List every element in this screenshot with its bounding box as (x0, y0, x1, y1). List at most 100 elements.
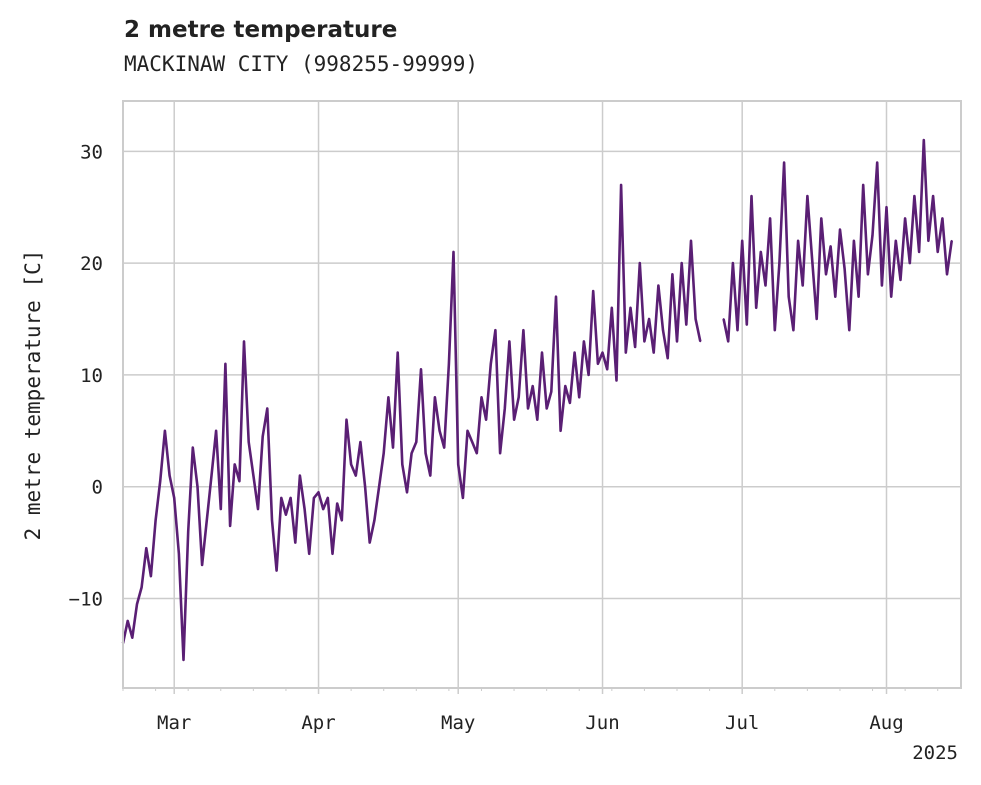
data-point (424, 452, 427, 455)
data-point (410, 452, 413, 455)
data-point (229, 525, 232, 527)
data-point (331, 552, 334, 555)
data-point (881, 284, 883, 287)
data-point (797, 239, 799, 242)
y-tick-label: 10 (80, 365, 103, 387)
data-point (140, 586, 143, 589)
data-point (275, 569, 278, 572)
data-point (303, 508, 306, 510)
data-point (671, 273, 674, 276)
data-point (666, 357, 669, 360)
data-point (136, 603, 138, 605)
data-point (466, 429, 469, 432)
grid (123, 101, 961, 688)
data-point (727, 340, 730, 343)
data-point (950, 239, 953, 242)
data-point (648, 318, 650, 320)
data-point (601, 351, 604, 354)
data-point (326, 497, 329, 499)
data-point (587, 374, 590, 376)
data-point (503, 407, 506, 410)
data-point (313, 497, 315, 499)
data-point (555, 295, 557, 298)
data-point (224, 362, 227, 365)
data-point (755, 306, 758, 309)
data-point (131, 636, 134, 639)
data-point (685, 323, 688, 326)
data-point (769, 217, 771, 220)
data-point (936, 251, 939, 253)
data-point (196, 485, 199, 488)
data-point (867, 273, 869, 276)
x-axis: Mar Apr May Jun Jul Aug (122, 688, 939, 734)
data-point (750, 195, 753, 197)
data-point (736, 329, 739, 332)
data-point (662, 329, 664, 332)
data-point (890, 295, 893, 298)
data-point (191, 446, 194, 449)
y-axis: −10 0 10 20 30 (69, 141, 103, 610)
data-point (499, 452, 501, 455)
data-point (201, 564, 204, 566)
data-point (545, 407, 548, 410)
data-point (899, 279, 902, 281)
data-point (610, 306, 613, 309)
data-point (205, 519, 208, 522)
data-point (448, 362, 450, 365)
data-point (173, 497, 176, 499)
data-point (187, 530, 190, 533)
data-point (732, 262, 734, 264)
data-point (573, 351, 576, 354)
data-point (853, 239, 855, 242)
data-point (126, 620, 129, 622)
data-point (150, 575, 152, 578)
data-point (522, 329, 525, 332)
data-point (862, 184, 865, 186)
data-point (373, 519, 376, 522)
data-point (168, 474, 171, 477)
data-point (443, 446, 446, 449)
y-tick-label: −10 (69, 589, 103, 611)
data-point (578, 396, 581, 399)
data-point (261, 435, 264, 438)
data-point (825, 273, 827, 276)
data-point (541, 351, 543, 354)
data-point (829, 245, 832, 248)
data-point (531, 385, 534, 387)
data-point (233, 463, 236, 466)
data-point (801, 284, 804, 287)
x-axis-year-label: 2025 (912, 742, 958, 764)
data-point (345, 418, 348, 421)
data-point (564, 385, 567, 387)
x-tick-label: May (441, 712, 475, 734)
data-point (289, 497, 292, 499)
chart-subtitle: MACKINAW CITY (998255-99999) (124, 52, 479, 76)
data-point (359, 441, 362, 443)
data-point (820, 217, 823, 220)
data-point (364, 485, 366, 488)
y-tick-label: 20 (80, 253, 103, 275)
data-point (773, 329, 776, 332)
data-point (238, 480, 241, 483)
data-point (843, 267, 846, 270)
data-point (629, 306, 632, 309)
y-tick-label: 30 (80, 141, 103, 163)
data-point (322, 508, 325, 510)
data-point (894, 239, 897, 242)
data-point (308, 552, 311, 555)
data-point (285, 513, 287, 516)
chart-title: 2 metre temperature (124, 17, 398, 43)
data-point (759, 251, 762, 253)
plot-frame (122, 100, 962, 689)
data-point (434, 396, 436, 399)
series-line (121, 138, 953, 662)
data-point (438, 429, 441, 432)
data-point (624, 351, 627, 354)
data-point (676, 340, 678, 343)
data-point (508, 340, 511, 343)
data-point (299, 474, 301, 477)
data-point (690, 239, 692, 242)
data-point (638, 262, 641, 264)
data-point (699, 340, 702, 343)
